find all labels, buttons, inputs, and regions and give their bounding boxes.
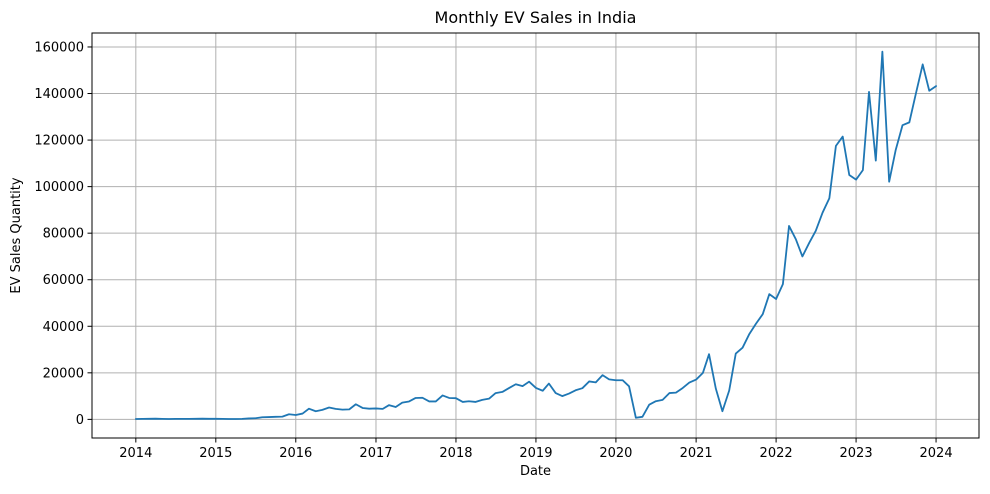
- y-tick-label: 120000: [34, 134, 84, 149]
- x-tick-label: 2017: [359, 446, 392, 461]
- axis-ticks: 2014 2015 2016 2017 2018 2019 2020 2021 2022 2023…: [34, 40, 952, 461]
- y-tick-label: 0: [76, 413, 84, 428]
- x-tick-label: 2020: [599, 446, 632, 461]
- grid-lines: [92, 33, 979, 438]
- series-lines: [134, 50, 937, 420]
- x-tick-label: 2023: [840, 446, 873, 461]
- y-tick-label: 100000: [34, 180, 84, 195]
- y-tick-label: 20000: [43, 366, 84, 381]
- x-tick-label: 2015: [199, 446, 232, 461]
- x-tick-label: 2022: [760, 446, 793, 461]
- x-tick-label: 2024: [920, 446, 953, 461]
- y-tick-label: 160000: [34, 40, 84, 55]
- y-tick-label: 60000: [43, 273, 84, 288]
- x-axis-label: Date: [520, 464, 551, 479]
- x-tick-label: 2021: [680, 446, 713, 461]
- chart-title: Monthly EV Sales in India: [435, 8, 637, 27]
- x-tick-label: 2019: [519, 446, 552, 461]
- x-tick-label: 2014: [119, 446, 152, 461]
- y-axis-label: EV Sales Quantity: [9, 177, 24, 293]
- x-tick-label: 2016: [279, 446, 312, 461]
- y-tick-label: 140000: [34, 87, 84, 102]
- y-tick-label: 40000: [43, 320, 84, 335]
- x-tick-label: 2018: [439, 446, 472, 461]
- series-line: [134, 50, 937, 420]
- y-tick-label: 80000: [43, 227, 84, 242]
